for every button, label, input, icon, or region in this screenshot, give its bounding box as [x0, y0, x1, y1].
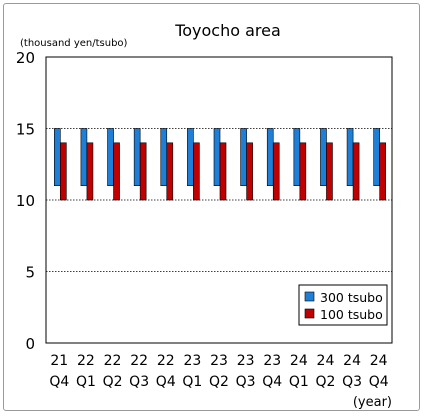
bar-series2	[326, 142, 333, 201]
x-tick-quarter: Q4	[369, 374, 389, 390]
bar-series1	[320, 128, 327, 187]
bar-series2	[272, 142, 280, 201]
x-tick-year: 23	[263, 353, 281, 369]
x-tick-quarter: Q4	[262, 374, 282, 390]
bar-series1	[54, 128, 61, 187]
x-tick-quarter: Q3	[342, 374, 362, 390]
gridlines	[46, 128, 392, 272]
x-tick-quarter: Q3	[236, 374, 256, 390]
x-tick-quarter: Q4	[156, 374, 176, 390]
bar-series1	[213, 128, 221, 187]
x-axis-label: (year)	[353, 395, 392, 410]
axes	[45, 56, 393, 344]
x-tick-quarter: Q1	[182, 374, 202, 390]
bar-series2	[352, 142, 360, 201]
y-tick-label: 20	[16, 49, 35, 67]
bars-group	[54, 128, 386, 201]
y-tick-label: 15	[16, 121, 35, 139]
x-tick-quarter: Q2	[103, 374, 123, 390]
x-tick-year: 21	[50, 353, 68, 369]
bar-series2	[86, 142, 94, 201]
bar-series2	[219, 142, 227, 201]
x-tick-quarter: Q4	[49, 374, 69, 390]
legend-label: 300 tsubo	[320, 290, 383, 305]
legend-swatch	[304, 291, 315, 302]
bar-series2	[299, 142, 307, 201]
x-tick-year: 22	[77, 353, 95, 369]
x-tick-quarter: Q1	[289, 374, 309, 390]
bar-series2	[166, 142, 174, 201]
y-tick-label: 5	[25, 264, 35, 282]
y-axis-label: (thousand yen/tsubo)	[20, 38, 128, 49]
x-tick-year: 23	[210, 353, 228, 369]
x-tick-year: 23	[237, 353, 255, 369]
legend-box	[298, 284, 388, 326]
legend: 300 tsubo 100 tsubo	[298, 284, 388, 326]
bar-series2	[246, 142, 253, 201]
bar-series1	[187, 128, 194, 187]
x-tick-quarter: Q1	[76, 374, 96, 390]
bar-series1	[133, 128, 141, 187]
bar-series2	[379, 142, 386, 201]
x-tick-year: 22	[130, 353, 148, 369]
bar-series2	[113, 142, 120, 201]
plot-area-border	[45, 56, 393, 344]
legend-swatch	[304, 308, 315, 319]
bar-series1	[107, 128, 114, 187]
bar-series1	[240, 128, 247, 187]
bar-series2	[193, 142, 200, 201]
x-tick-year: 22	[104, 353, 122, 369]
y-tick-label: 10	[16, 192, 35, 210]
bar-series2	[60, 142, 67, 201]
y-tick-label: 0	[25, 335, 35, 353]
x-tick-quarter: Q2	[209, 374, 229, 390]
x-tick-year: 24	[343, 353, 361, 369]
x-tick-quarter: Q2	[315, 374, 335, 390]
bar-series1	[373, 128, 380, 187]
bar-series2	[139, 142, 147, 201]
x-tick-year: 24	[317, 353, 335, 369]
bar-series1	[293, 128, 301, 187]
y-tick-labels: 0 5 10 15 20	[16, 49, 35, 353]
bar-series1	[80, 128, 88, 187]
bar-series1	[346, 128, 354, 187]
x-tick-year: 24	[290, 353, 308, 369]
bar-series1	[160, 128, 168, 187]
x-tick-year: 22	[157, 353, 175, 369]
x-tick-year: 24	[370, 353, 388, 369]
x-tick-labels: 21 Q4 22 Q1 22 Q2 22 Q3 22 Q4 23 Q1 23 Q2 23 Q3 23 Q4 24 Q1…	[49, 353, 388, 390]
legend-label: 100 tsubo	[320, 307, 383, 322]
bar-series1	[266, 128, 274, 187]
x-tick-year: 23	[183, 353, 201, 369]
chart-title: Toyocho area	[174, 21, 281, 40]
x-tick-quarter: Q3	[129, 374, 149, 390]
